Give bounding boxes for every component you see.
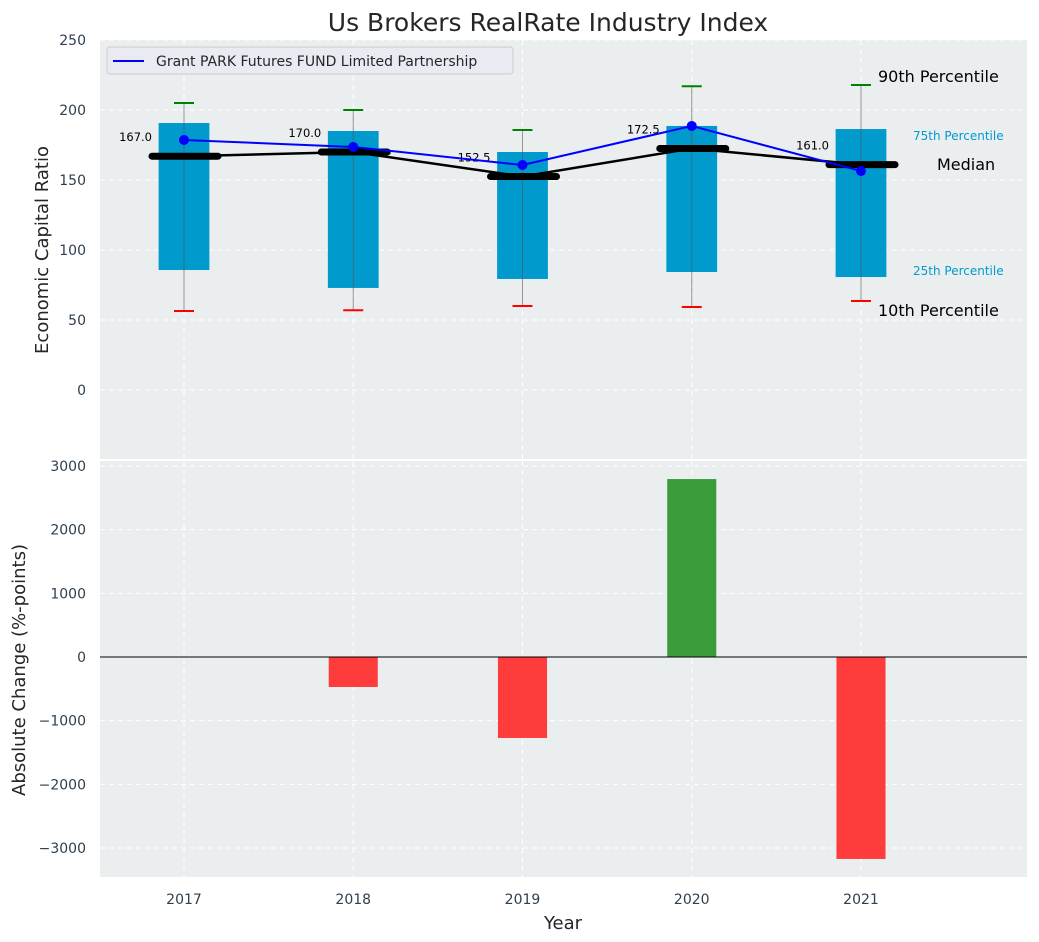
median-value-label: 167.0: [119, 130, 152, 144]
legend-label: Grant PARK Futures FUND Limited Partners…: [156, 54, 477, 70]
y-tick-label: 150: [59, 173, 86, 189]
annotation-p75: 75th Percentile: [913, 129, 1004, 143]
x-axis-label: Year: [543, 913, 583, 934]
series-point: [517, 160, 528, 171]
legend: Grant PARK Futures FUND Limited Partners…: [106, 46, 514, 75]
legend-box: [106, 46, 514, 75]
x-tick-label: 2018: [335, 892, 371, 908]
median-value-label: 152.5: [458, 151, 491, 165]
x-tick-label: 2021: [843, 892, 879, 908]
x-tick-label: 2020: [674, 892, 710, 908]
change-bar: [497, 657, 548, 738]
y-tick-label: 200: [59, 103, 86, 119]
top-y-axis-label: Economic Capital Ratio: [32, 146, 53, 354]
y-tick-label: −1000: [39, 714, 86, 730]
series-point: [179, 134, 189, 145]
annotation-p25: 25th Percentile: [913, 264, 1004, 278]
change-bar: [328, 657, 378, 687]
bottom-y-axis-label: Absolute Change (%-points): [9, 544, 30, 796]
annotation-median: Median: [937, 155, 995, 174]
series-point: [686, 120, 697, 131]
y-tick-label: 250: [59, 33, 86, 49]
median-value-label: 172.5: [627, 123, 660, 137]
chart-title: Us Brokers RealRate Industry Index: [328, 8, 768, 37]
bottom-plot-area: [100, 461, 1027, 877]
y-tick-label: 0: [77, 383, 86, 399]
y-tick-label: −3000: [39, 841, 86, 857]
annotation-p10: 10th Percentile: [878, 301, 999, 320]
median-value-label: 170.0: [288, 126, 321, 140]
y-tick-label: 1000: [50, 586, 86, 602]
x-tick-label: 2019: [505, 892, 541, 908]
x-tick-label: 2017: [166, 892, 202, 908]
change-bar: [836, 657, 886, 859]
series-point: [348, 141, 359, 152]
y-tick-label: −2000: [39, 777, 86, 793]
y-tick-label: 0: [77, 650, 86, 666]
y-tick-label: 3000: [50, 459, 86, 475]
y-tick-label: 50: [68, 313, 86, 329]
y-tick-label: 100: [59, 243, 86, 259]
change-bar: [667, 479, 717, 657]
series-point: [856, 166, 866, 177]
annotation-p90: 90th Percentile: [878, 67, 999, 86]
median-value-label: 161.0: [796, 139, 829, 153]
y-tick-label: 2000: [50, 523, 86, 539]
